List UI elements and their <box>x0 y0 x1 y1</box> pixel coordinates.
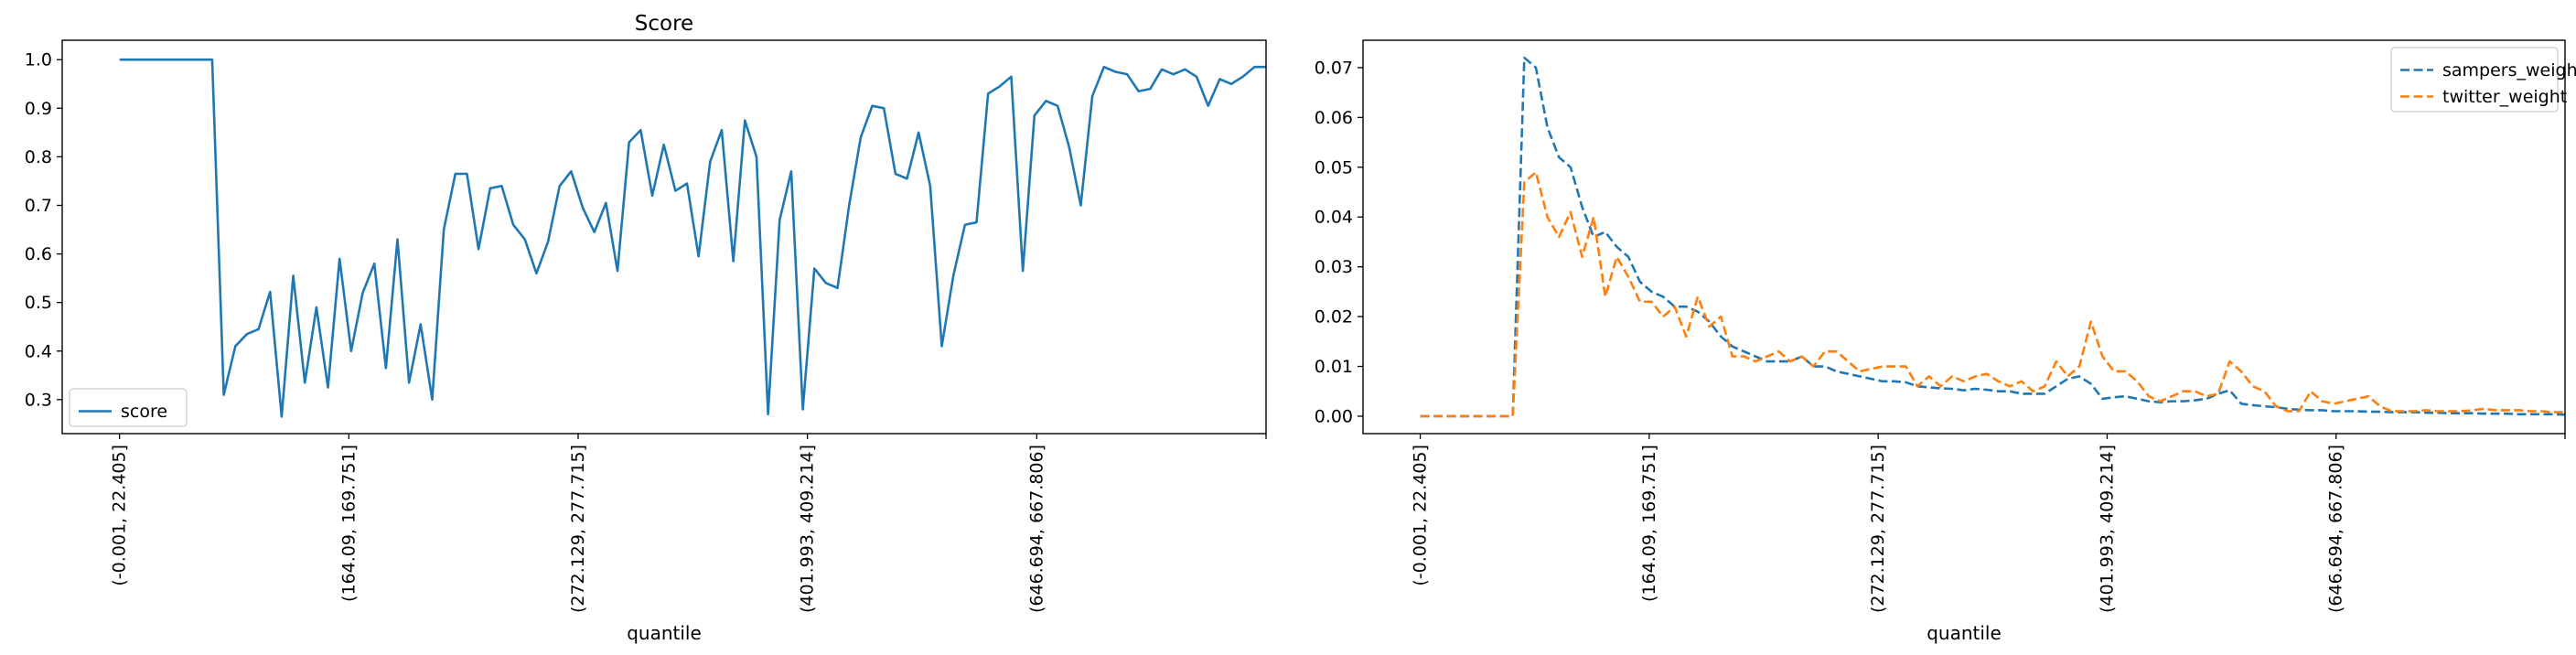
x-tick-label: (272.129, 277.715] <box>568 445 588 613</box>
x-tick-label: (164.09, 169.751] <box>1639 445 1659 602</box>
legend: sampers_weight twitter_weight <box>2390 47 2576 113</box>
y-tick-label: 0.7 <box>25 196 52 216</box>
series-line-score <box>119 58 1266 418</box>
chart-title: Score <box>635 12 693 36</box>
weights-chart-panel: 0.00 0.01 0.02 0.03 0.04 0.05 0.06 0.07 (-0.001,… <box>1315 39 2576 644</box>
legend-label-score: score <box>121 402 167 422</box>
x-axis-title: quantile <box>1927 622 2002 644</box>
legend-box <box>69 388 188 427</box>
y-tick-label: 0.07 <box>1315 58 1353 78</box>
x-tick-label: (401.993, 409.214] <box>798 445 818 613</box>
y-tick-label: 0.00 <box>1315 406 1353 426</box>
score-chart-panel: Score 0.3 0.4 0.5 0.6 0.7 0.8 0.9 1.0 (-0.001, 22… <box>25 12 1267 644</box>
x-tick-label: (272.129, 277.715] <box>1868 445 1888 613</box>
series-line-sampers-weight <box>1420 56 2565 418</box>
x-tick-label: (646.694, 667.806] <box>2326 445 2346 613</box>
y-tick-label: 0.3 <box>25 390 52 410</box>
x-tick-label: (646.694, 667.806] <box>1026 445 1046 613</box>
y-tick-label: 0.02 <box>1315 307 1353 328</box>
y-tick-label: 0.06 <box>1315 108 1353 128</box>
y-tick-label: 0.9 <box>25 99 52 119</box>
axes-frame <box>61 39 1267 435</box>
x-tick-label: (-0.001, 22.405] <box>110 445 130 586</box>
x-tick-label: (-0.001, 22.405] <box>1411 445 1431 586</box>
y-tick-label: 0.04 <box>1315 208 1353 228</box>
legend: score <box>69 388 188 427</box>
legend-label-twitter-weight: twitter_weight <box>2442 87 2567 107</box>
y-tick-label: 0.01 <box>1315 357 1353 377</box>
y-tick-label: 0.5 <box>25 293 52 313</box>
x-tick-label: (401.993, 409.214] <box>2097 445 2117 613</box>
y-tick-label: 0.6 <box>25 244 52 264</box>
x-axis-title: quantile <box>627 622 702 644</box>
series-line-twitter-weight <box>1420 170 2565 418</box>
legend-label-sampers-weight: sampers_weight <box>2442 60 2576 81</box>
y-tick-label: 0.05 <box>1315 157 1353 177</box>
x-tick-label: (164.09, 169.751] <box>338 445 359 602</box>
y-tick-label: 0.4 <box>25 341 52 361</box>
y-tick-label: 0.8 <box>25 147 52 167</box>
y-tick-label: 0.03 <box>1315 257 1353 277</box>
axes-frame <box>1362 39 2566 435</box>
y-tick-label: 1.0 <box>25 50 52 70</box>
